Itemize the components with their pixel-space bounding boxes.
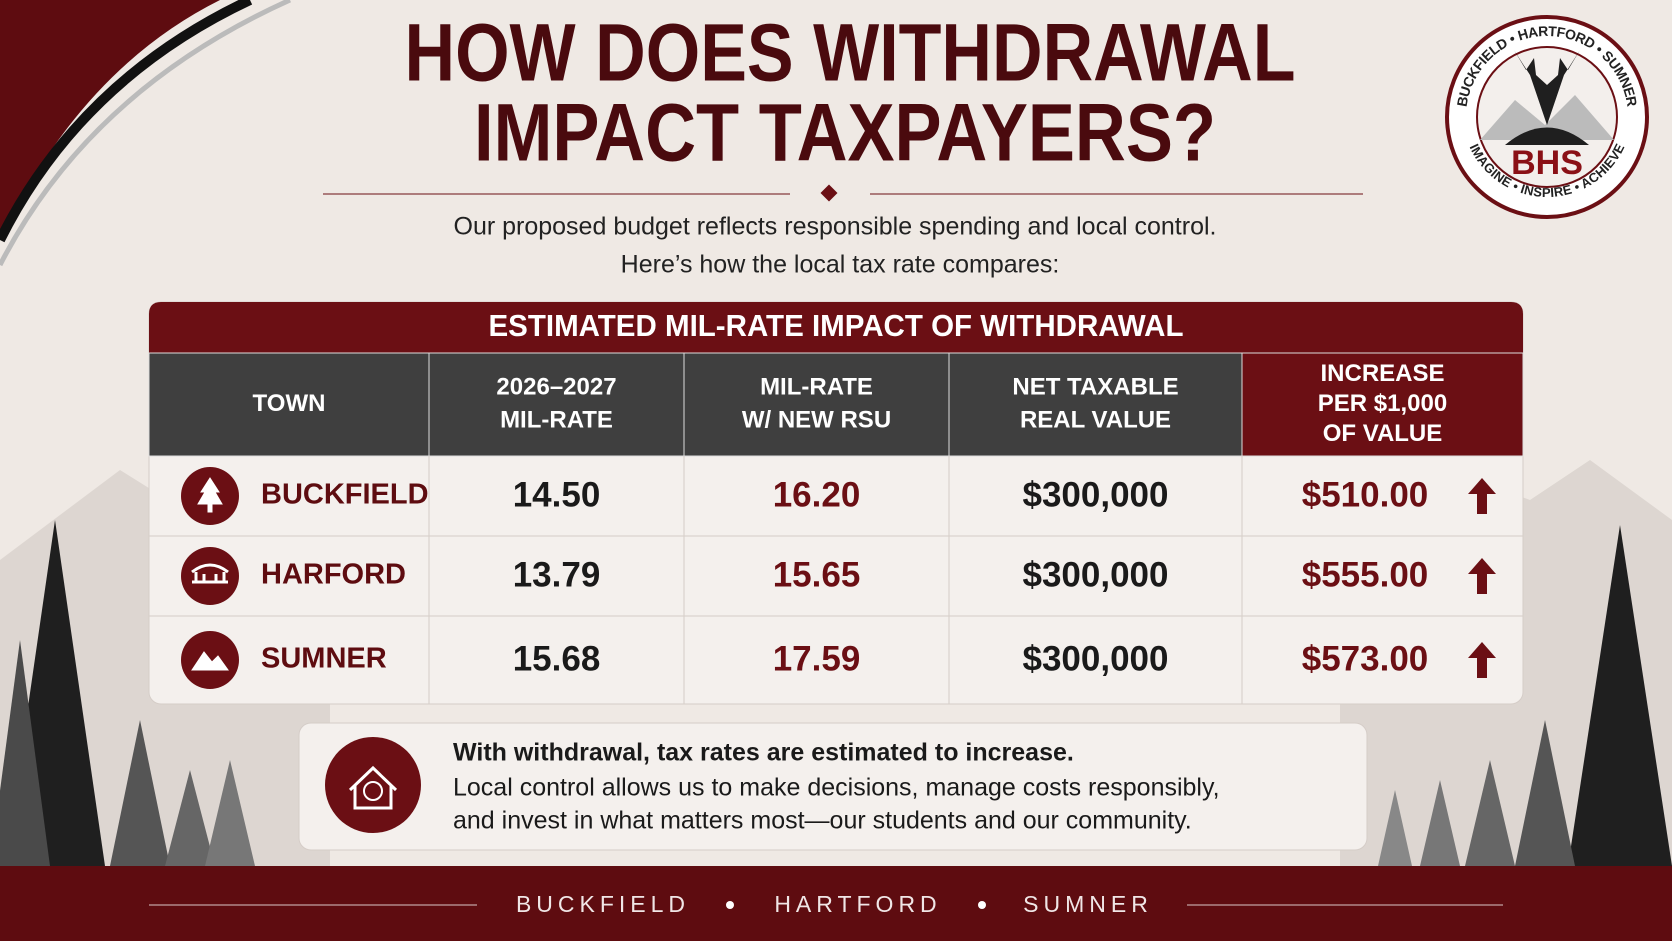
cell-value: $510.00 [1302, 475, 1429, 514]
logo-letters: BHS [1511, 144, 1583, 182]
note-icon [325, 737, 421, 833]
town-name: SUMNER [261, 643, 387, 675]
header-label: TOWN [253, 390, 326, 417]
divider-diamond [820, 184, 838, 202]
increase-arrow [1468, 558, 1496, 594]
trees-right [1378, 525, 1672, 866]
subtitle: Here’s how the local tax rate compares: [621, 251, 1060, 279]
note-line: and invest in what matters most—our stud… [453, 807, 1192, 835]
header-label: W/ NEW RSU [742, 406, 891, 433]
header-label: OF VALUE [1323, 420, 1443, 447]
table: TOWN 2026–2027 MIL-RATE MIL-RATE W/ NEW RSU N… [148, 352, 1524, 704]
header-cell [428, 352, 685, 457]
cell-value: $300,000 [1023, 475, 1169, 514]
table-title-bar [149, 302, 1523, 353]
cell-value: $573.00 [1302, 639, 1429, 678]
cell-value: 15.68 [513, 639, 601, 678]
header-label: MIL-RATE [500, 406, 613, 433]
cell-value: 16.20 [773, 475, 861, 514]
corner-stripe [0, 0, 292, 267]
trees-left [0, 520, 255, 866]
header-cell [948, 352, 1243, 457]
town-name: HARFORD [261, 559, 406, 591]
header-cell [1241, 352, 1524, 457]
note-box [298, 722, 1368, 851]
header-label: INCREASE [1320, 360, 1444, 387]
note-bold: With withdrawal, tax rates are estimated… [453, 739, 1074, 767]
footer [0, 866, 1672, 941]
cell-value: 14.50 [513, 475, 601, 514]
note-line: Local control allows us to make decision… [453, 774, 1220, 802]
cell-value: 17.59 [773, 639, 861, 678]
footer-town: HARTFORD [774, 891, 941, 917]
corner-swoosh [0, 0, 220, 240]
note-icon-house [348, 765, 398, 810]
header-label: NET TAXABLE [1012, 373, 1178, 400]
cell-value: 13.79 [513, 555, 601, 594]
increase-arrow [1468, 478, 1496, 514]
corner-stripe [0, 0, 253, 243]
table-title: ESTIMATED MIL-RATE IMPACT OF WITHDRAWAL [489, 308, 1184, 343]
header-label: MIL-RATE [760, 373, 873, 400]
footer-dot [978, 901, 986, 909]
cell-value: $300,000 [1023, 555, 1169, 594]
increase-arrow [1468, 642, 1496, 678]
footer-town: SUMNER [1023, 891, 1153, 917]
town-icon [181, 547, 239, 605]
town-icon-glyph [191, 651, 229, 671]
town-icon-glyph [191, 563, 229, 584]
cell-value: 15.65 [773, 555, 861, 594]
cell-value: $555.00 [1302, 555, 1429, 594]
cell-value: $300,000 [1023, 639, 1169, 678]
header-label: REAL VALUE [1020, 406, 1171, 433]
footer-dot [726, 901, 734, 909]
footer-town: BUCKFIELD [516, 891, 690, 917]
subtitle: Our proposed budget reflects responsible… [454, 213, 1217, 241]
title-line: HOW DOES WITHDRAWAL [405, 8, 1296, 99]
town-icon-glyph [197, 477, 223, 513]
title-line: IMPACT TAXPAYERS? [474, 88, 1216, 179]
town-name: BUCKFIELD [261, 479, 429, 511]
header-cell [148, 352, 430, 457]
logo: BUCKFIELD • HARTFORD • SUMNER IMAGINE • … [1445, 15, 1649, 219]
header-cell [683, 352, 950, 457]
header-label: PER $1,000 [1318, 390, 1447, 417]
note-icon-coin [363, 781, 383, 801]
header-label: 2026–2027 [496, 373, 616, 400]
